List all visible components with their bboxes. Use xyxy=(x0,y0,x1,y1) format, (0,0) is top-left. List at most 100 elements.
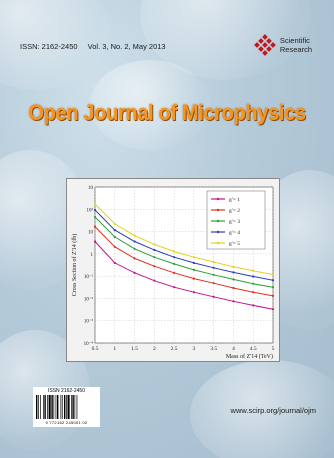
series-point xyxy=(133,240,136,243)
journal-url[interactable]: www.scirp.org/journal/ojm xyxy=(230,406,316,415)
series-point xyxy=(93,215,97,219)
series-line xyxy=(94,209,274,281)
series-point xyxy=(271,308,275,311)
barcode-bar xyxy=(72,395,74,419)
barcode-bar xyxy=(44,395,46,419)
series-point xyxy=(133,234,136,237)
legend-marker xyxy=(216,197,220,201)
publisher-name-line2: Research xyxy=(279,45,312,54)
issn-text: ISSN: 2162-2450 xyxy=(20,42,78,51)
series-point xyxy=(252,275,255,278)
journal-title: Open Journal of Microphysics xyxy=(28,100,306,125)
legend-marker xyxy=(216,230,220,234)
series-point xyxy=(252,269,255,272)
barcode-bar xyxy=(67,395,70,419)
legend-marker xyxy=(216,219,220,223)
y-tick-label: 10⁻³ xyxy=(84,319,94,325)
series-point xyxy=(252,304,255,307)
y-tick-label: 10 xyxy=(88,231,94,236)
series-point xyxy=(232,271,235,274)
y-tick-label: 10⁻² xyxy=(84,296,94,302)
series-point xyxy=(133,257,136,260)
barcode-bar xyxy=(51,395,53,419)
issn-volume-line: ISSN: 2162-2450 Vol. 3, No. 2, May 2013 xyxy=(20,42,174,51)
legend-label: g'= 1 xyxy=(229,197,240,203)
series-point xyxy=(153,279,156,282)
series-point xyxy=(93,202,97,206)
series-point xyxy=(153,256,156,259)
barcode-bar xyxy=(71,395,72,419)
series-point xyxy=(133,271,136,274)
barcode-bar xyxy=(48,395,51,419)
series-point xyxy=(93,208,97,212)
series-point xyxy=(173,286,176,289)
barcode-bar xyxy=(66,395,67,419)
background-bubble xyxy=(90,60,210,150)
series-point xyxy=(232,286,235,290)
series-line xyxy=(94,216,274,288)
cross-section-chart: 0.5 1 1.5 2 2.5 3 3.5 4 4.5 5 10 10² 10 1 10⁻¹ 10⁻² 10⁻³… xyxy=(71,186,275,360)
barcode-bar xyxy=(43,395,44,419)
x-tick-label: 2.5 xyxy=(171,346,178,352)
x-tick-label: 0.5 xyxy=(92,346,99,352)
y-tick-label: 1 xyxy=(91,253,94,258)
x-tick-label: 1 xyxy=(113,346,116,352)
barcode-bar xyxy=(74,395,76,419)
cover-plot: 0.5 1 1.5 2 2.5 3 3.5 4 4.5 5 10 10² 10 1 10⁻¹ 10⁻² 10⁻³… xyxy=(66,178,280,362)
series-point xyxy=(93,240,97,243)
barcode-bar xyxy=(64,395,66,419)
series-point xyxy=(173,262,176,266)
series-point xyxy=(271,273,275,276)
series-point xyxy=(212,273,215,276)
x-tick-label: 5 xyxy=(272,346,275,352)
barcode-issn: ISSN 2162-2450 xyxy=(48,388,85,394)
barcode-bar xyxy=(60,395,62,419)
series-point xyxy=(192,261,195,265)
series-line xyxy=(94,203,274,275)
series-point xyxy=(153,265,156,268)
series-point xyxy=(153,248,156,252)
series-point xyxy=(271,286,275,289)
diamond-logo-icon xyxy=(254,34,276,56)
barcode-bar xyxy=(53,395,55,419)
barcode: ISSN 2162-2450 9 772162 245001 02 xyxy=(33,387,100,427)
series-point xyxy=(173,271,176,274)
series-point xyxy=(232,300,235,303)
publisher-logo: Scientific Research xyxy=(254,34,312,56)
series-point xyxy=(192,256,195,259)
barcode-bar xyxy=(47,395,48,419)
y-tick-label: 10 xyxy=(88,186,94,191)
series-point xyxy=(173,250,176,253)
legend-box xyxy=(206,190,266,250)
volume-text: Vol. 3, No. 2, May 2013 xyxy=(87,42,166,51)
series-point xyxy=(252,282,255,285)
x-axis-label: Mass of Z'14 (TeV) xyxy=(226,353,273,360)
x-tick-label: 4 xyxy=(232,346,235,352)
series-point xyxy=(113,222,116,226)
series-point xyxy=(173,256,176,259)
series-point xyxy=(113,245,116,248)
y-axis-label: Cross Section of Z'14 (fb) xyxy=(71,234,78,296)
barcode-bar xyxy=(36,395,38,419)
barcode-bar xyxy=(57,395,59,419)
x-tick-label: 4.5 xyxy=(250,346,257,352)
series-point xyxy=(192,277,195,280)
series-line xyxy=(94,241,274,310)
barcode-bar xyxy=(38,395,39,419)
series-point xyxy=(232,278,235,281)
background-bubble xyxy=(190,360,334,458)
series-point xyxy=(113,235,116,239)
legend-marker xyxy=(216,208,220,212)
y-tick-label: 10⁻¹ xyxy=(84,274,94,280)
x-tick-label: 2 xyxy=(153,346,156,352)
series-point xyxy=(271,294,275,297)
legend-label: g'= 3 xyxy=(229,219,240,225)
series-point xyxy=(192,268,195,271)
series-point xyxy=(271,279,275,282)
series-point xyxy=(232,265,235,268)
series-point xyxy=(252,291,255,294)
series-point xyxy=(133,247,136,250)
barcode-bars xyxy=(36,395,78,419)
barcode-digits: 9 772162 245001 02 xyxy=(45,420,88,425)
